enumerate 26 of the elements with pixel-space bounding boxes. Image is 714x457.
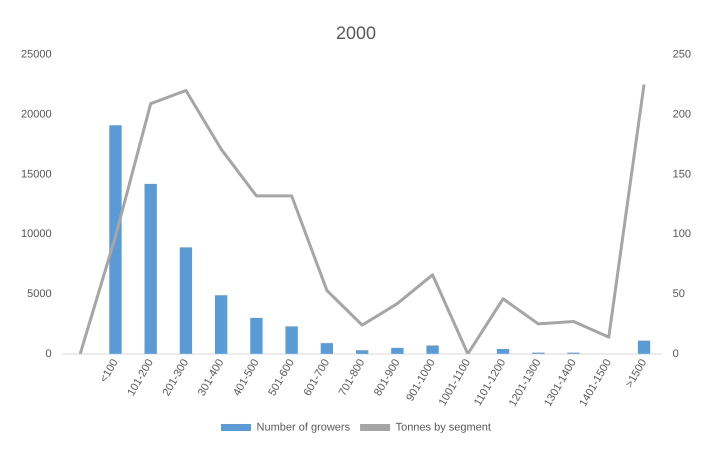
bar: [214, 295, 228, 354]
y2-tick-label: 0: [672, 348, 679, 360]
bar: [109, 125, 122, 354]
bar: [285, 326, 298, 354]
bar: [426, 345, 439, 354]
y2-tick-label: 100: [672, 228, 692, 240]
y2-tick-label: 150: [672, 168, 692, 180]
legend-label: Tonnes by segment: [396, 422, 491, 434]
y2-tick-label: 200: [672, 108, 692, 120]
y2-tick-label: 250: [672, 48, 692, 61]
legend-label: Number of growers: [256, 422, 351, 434]
bar: [180, 247, 192, 354]
y-tick-label: 25000: [20, 48, 52, 61]
bar: [250, 318, 263, 354]
y2-tick-label: 50: [672, 288, 685, 300]
y-tick-label: 0: [45, 348, 52, 360]
chart-title: 2000: [336, 22, 376, 43]
y-tick-label: 5000: [27, 288, 52, 300]
y-tick-label: 20000: [20, 108, 52, 120]
bar: [391, 348, 404, 354]
bar: [638, 340, 650, 354]
y-tick-label: 10000: [20, 228, 52, 240]
y-tick-label: 15000: [20, 168, 52, 180]
bar: [144, 184, 157, 354]
bar: [496, 349, 510, 354]
bar: [320, 343, 334, 354]
